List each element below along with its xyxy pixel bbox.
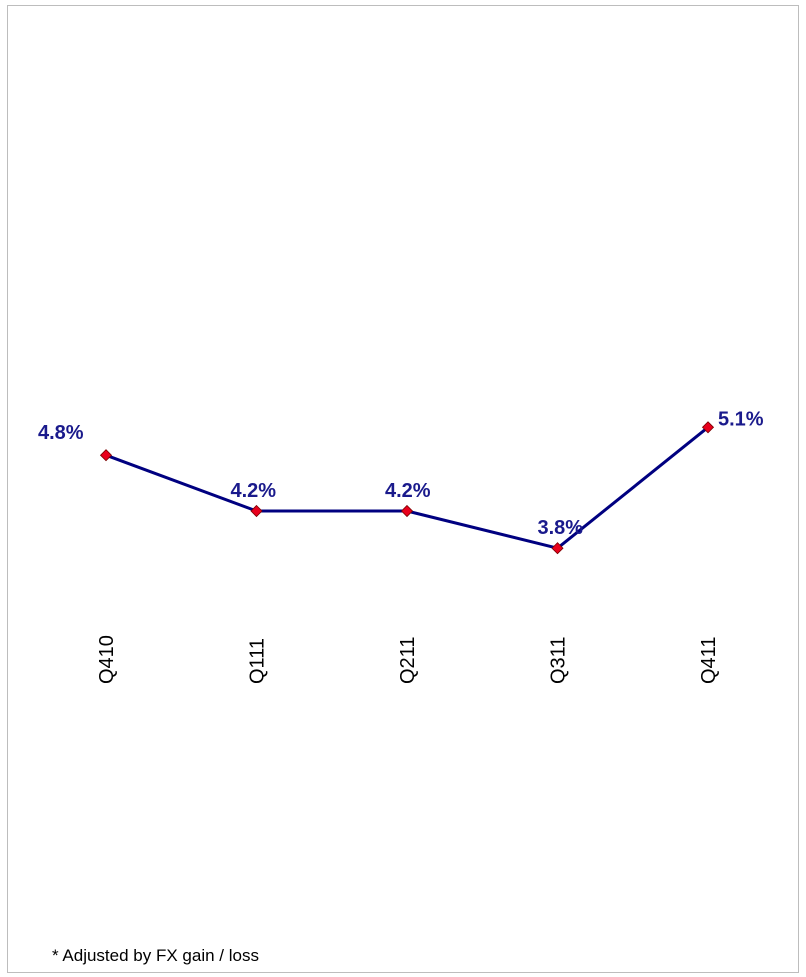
data-point-q111: [250, 504, 263, 518]
data-label-q411: 5.1%: [718, 408, 764, 430]
footnote: * Adjusted by FX gain / loss: [52, 946, 259, 965]
chart-frame: [7, 5, 799, 973]
data-label-q111: 4.2%: [231, 480, 277, 502]
data-label-q311: 3.8%: [538, 517, 584, 539]
x-tick-label-q311: Q311: [548, 637, 570, 684]
data-point-q211: [400, 504, 414, 518]
data-point-q410: [99, 449, 113, 462]
data-label-q211: 4.2%: [385, 480, 431, 502]
data-label-q410: 4.8%: [38, 422, 84, 444]
x-tick-label-q211: Q211: [397, 637, 419, 684]
data-point-q311: [551, 542, 564, 555]
x-tick-label-q411: Q411: [698, 637, 720, 684]
x-tick-label-q111: Q111: [247, 638, 269, 684]
data-point-q411: [701, 421, 715, 434]
x-tick-label-q410: Q410: [96, 635, 118, 684]
